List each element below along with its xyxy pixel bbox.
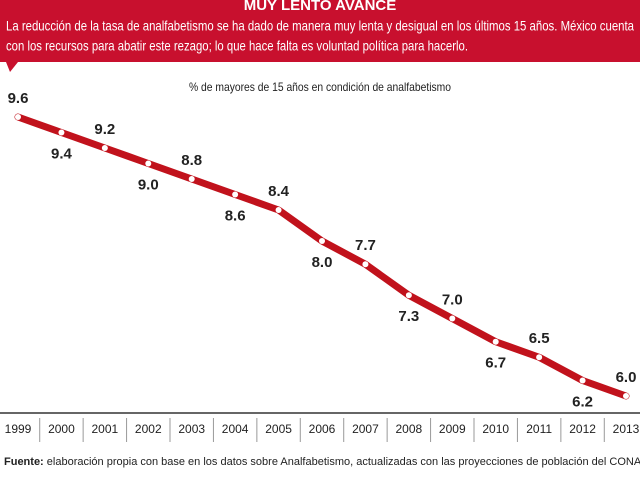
- x-tick-label: 2008: [396, 422, 423, 436]
- value-label: 8.8: [181, 152, 202, 169]
- point: [579, 377, 586, 384]
- point: [536, 354, 543, 361]
- header-pointer: [6, 62, 18, 72]
- x-tick-label: 2000: [48, 422, 75, 436]
- value-label: 9.2: [94, 121, 115, 138]
- point: [362, 261, 369, 268]
- x-tick-label: 2002: [135, 422, 162, 436]
- point: [15, 114, 21, 120]
- value-label: 6.2: [572, 393, 593, 410]
- x-tick-label: 2005: [265, 422, 292, 436]
- value-label: 8.0: [312, 254, 333, 271]
- point: [232, 191, 239, 198]
- x-tick-label: 2006: [309, 422, 336, 436]
- value-label: 9.6: [8, 90, 29, 107]
- point: [58, 129, 65, 136]
- x-tick-label: 2003: [178, 422, 205, 436]
- x-tick-label: 1999: [5, 422, 32, 436]
- point: [145, 160, 152, 167]
- value-label: 9.0: [138, 176, 159, 193]
- point: [623, 393, 629, 399]
- value-label: 7.3: [398, 308, 419, 325]
- chart-title: MUY LENTO AVANCE: [244, 0, 397, 14]
- description-line: con los recursos para abatir este rezago…: [6, 38, 468, 54]
- value-label: 6.5: [529, 330, 550, 347]
- header-band: [0, 0, 640, 62]
- point: [405, 292, 412, 299]
- value-label: 6.0: [616, 369, 637, 386]
- x-tick-label: 2011: [526, 422, 552, 436]
- point: [101, 145, 108, 151]
- value-label: 8.6: [225, 207, 246, 224]
- value-label: 8.4: [268, 183, 290, 200]
- x-tick-label: 2012: [569, 422, 596, 436]
- value-label: 9.4: [51, 145, 73, 162]
- source: Fuente: elaboración propia con base en l…: [4, 456, 640, 468]
- x-tick-label: 2010: [482, 422, 509, 436]
- description-line: La reducción de la tasa de analfabetismo…: [6, 18, 634, 34]
- x-tick-label: 2013: [613, 422, 640, 436]
- value-label: 6.7: [485, 355, 506, 372]
- point: [449, 315, 456, 322]
- value-label: 7.7: [355, 237, 376, 254]
- source-text: elaboración propia con base en los datos…: [47, 456, 640, 468]
- point: [275, 207, 282, 213]
- x-tick-label: 2004: [222, 422, 249, 436]
- x-tick-label: 2007: [352, 422, 379, 436]
- point: [319, 238, 325, 244]
- x-tick-label: 2001: [92, 422, 119, 436]
- source-label: Fuente:: [4, 456, 44, 468]
- chart-subtitle: % de mayores de 15 años en condición de …: [189, 80, 451, 94]
- x-tick-label: 2009: [439, 422, 466, 436]
- point: [492, 338, 499, 345]
- point: [188, 176, 195, 182]
- value-label: 7.0: [442, 291, 463, 308]
